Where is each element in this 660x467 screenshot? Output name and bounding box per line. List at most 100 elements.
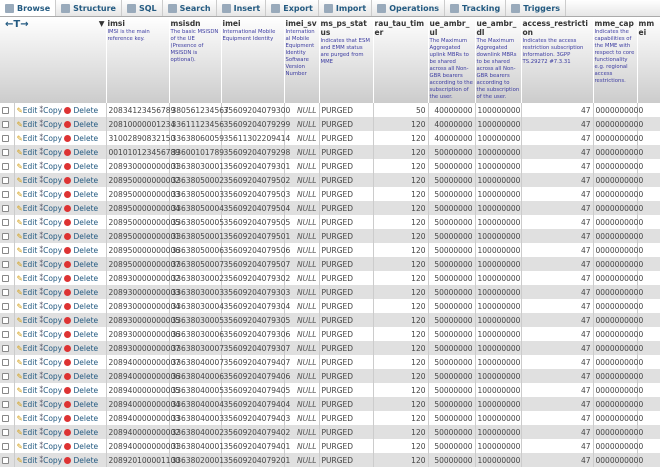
cell-ue_ambr_dl[interactable]: 100000000 [475,285,522,299]
edit-link[interactable]: Edit [22,413,38,423]
cell-rau_tau_timer[interactable]: 120 [373,453,429,467]
cell-imsi[interactable]: 208930000000001 [106,159,180,173]
edit-link[interactable]: Edit [22,189,38,199]
cell-imsi[interactable]: 208930000000002 [106,271,180,285]
cell-ue_ambr_dl[interactable]: 100000000 [475,257,522,271]
cell-ue_ambr_dl[interactable]: 100000000 [475,383,522,397]
edit-link[interactable]: Edit [22,147,38,157]
column-name[interactable]: imsi [107,19,125,28]
copy-link[interactable]: Copy [43,147,63,157]
cell-ue_ambr_ul[interactable]: 40000000 [428,131,476,145]
cell-ms_ps_status[interactable]: PURGED [319,187,374,201]
delete-link[interactable]: Delete [73,441,99,451]
tab-triggers[interactable]: Triggers [506,0,567,16]
copy-link[interactable]: Copy [43,119,63,129]
cell-ms_ps_status[interactable]: PURGED [319,397,374,411]
cell-ue_ambr_dl[interactable]: 100000000 [475,103,522,117]
cell-ms_ps_status[interactable]: PURGED [319,355,374,369]
delete-link[interactable]: Delete [73,315,99,325]
row-select[interactable] [0,369,15,383]
column-header-msisdn[interactable]: msisdn The basic MSISDN of the UE (Presen… [169,17,222,103]
cell-ms_ps_status[interactable]: PURGED [319,103,374,117]
edit-link[interactable]: Edit [22,441,38,451]
row-select[interactable] [0,271,15,285]
cell-access_restriction[interactable]: 47 [521,201,594,215]
cell-msisdn[interactable]: 33638040002 [169,425,224,439]
cell-imei[interactable]: 35609204079407 [221,355,290,369]
cell-mme_cap[interactable]: 0000000000 [593,257,643,271]
cell-imsi[interactable]: 208950000000003 [106,187,180,201]
cell-rau_tau_timer[interactable]: 120 [373,187,429,201]
cell-ue_ambr_dl[interactable]: 100000000 [475,327,522,341]
column-arrows-icon[interactable]: ←T→ [5,19,29,30]
cell-mme_cap[interactable]: 0000000000 [593,201,643,215]
cell-imei[interactable]: 35611302209414 [221,131,290,145]
cell-imei_sv[interactable]: NULL [284,173,320,187]
cell-ue_ambr_dl[interactable]: 100000000 [475,425,522,439]
copy-link[interactable]: Copy [43,413,63,423]
row-checkbox[interactable] [2,429,9,436]
copy-link[interactable]: Copy [43,441,63,451]
cell-ue_ambr_dl[interactable]: 100000000 [475,187,522,201]
cell-imei[interactable]: 35609204079298 [221,145,290,159]
cell-ue_ambr_ul[interactable]: 50000000 [428,383,476,397]
cell-ue_ambr_dl[interactable]: 100000000 [475,229,522,243]
row-select[interactable] [0,285,15,299]
column-name[interactable]: ue_ambr_dl [476,19,517,37]
cell-access_restriction[interactable]: 47 [521,103,594,117]
cell-ue_ambr_ul[interactable]: 50000000 [428,397,476,411]
cell-imei[interactable]: 35609204079504 [221,201,290,215]
row-checkbox[interactable] [2,247,9,254]
cell-ue_ambr_dl[interactable]: 100000000 [475,145,522,159]
edit-link[interactable]: Edit [22,455,38,465]
delete-link[interactable]: Delete [73,343,99,353]
cell-access_restriction[interactable]: 47 [521,187,594,201]
row-checkbox[interactable] [2,387,9,394]
cell-imsi[interactable]: 208930000000004 [106,299,180,313]
cell-mme_cap[interactable]: 0000000000 [593,327,643,341]
cell-imei_sv[interactable]: NULL [284,285,320,299]
cell-access_restriction[interactable]: 47 [521,229,594,243]
cell-rau_tau_timer[interactable]: 120 [373,285,429,299]
cell-msisdn[interactable]: 33638050002 [169,173,224,187]
edit-link[interactable]: Edit [22,357,38,367]
cell-ms_ps_status[interactable]: PURGED [319,299,374,313]
cell-msisdn[interactable]: 33638050001 [169,229,224,243]
row-select[interactable] [0,131,15,145]
cell-ms_ps_status[interactable]: PURGED [319,425,374,439]
cell-imsi[interactable]: 208930000000006 [106,327,180,341]
cell-access_restriction[interactable]: 47 [521,117,594,131]
cell-rau_tau_timer[interactable]: 120 [373,131,429,145]
cell-ms_ps_status[interactable]: PURGED [319,313,374,327]
column-name[interactable]: imei_sv [285,19,317,28]
column-name[interactable]: msisdn [170,19,201,28]
cell-mmei[interactable] [637,439,660,453]
cell-rau_tau_timer[interactable]: 120 [373,327,429,341]
row-select[interactable] [0,383,15,397]
cell-msisdn[interactable]: 33638030004 [169,299,224,313]
edit-link[interactable]: Edit [22,245,38,255]
delete-link[interactable]: Delete [73,175,99,185]
copy-link[interactable]: Copy [43,259,63,269]
cell-ms_ps_status[interactable]: PURGED [319,383,374,397]
column-header-mme_cap[interactable]: mme_cap Indicates the capabilities of the… [593,17,638,103]
column-header-ue_ambr_dl[interactable]: ue_ambr_dl The Maximum Aggregated downlin… [475,17,522,103]
cell-access_restriction[interactable]: 47 [521,341,594,355]
copy-link[interactable]: Copy [43,329,63,339]
cell-mme_cap[interactable]: 0000000000 [593,243,643,257]
column-header-rau_tau_timer[interactable]: rau_tau_timer [373,17,429,103]
cell-imei[interactable]: 35609204079301 [221,159,290,173]
row-checkbox[interactable] [2,457,9,464]
cell-access_restriction[interactable]: 47 [521,159,594,173]
cell-mmei[interactable] [637,201,660,215]
cell-access_restriction[interactable]: 47 [521,285,594,299]
delete-link[interactable]: Delete [73,217,99,227]
delete-link[interactable]: Delete [73,161,99,171]
cell-mmei[interactable] [637,285,660,299]
cell-rau_tau_timer[interactable]: 50 [373,103,429,117]
cell-access_restriction[interactable]: 47 [521,313,594,327]
cell-mmei[interactable] [637,173,660,187]
row-select[interactable] [0,453,15,467]
row-checkbox[interactable] [2,359,9,366]
cell-mme_cap[interactable]: 0000000000 [593,439,643,453]
